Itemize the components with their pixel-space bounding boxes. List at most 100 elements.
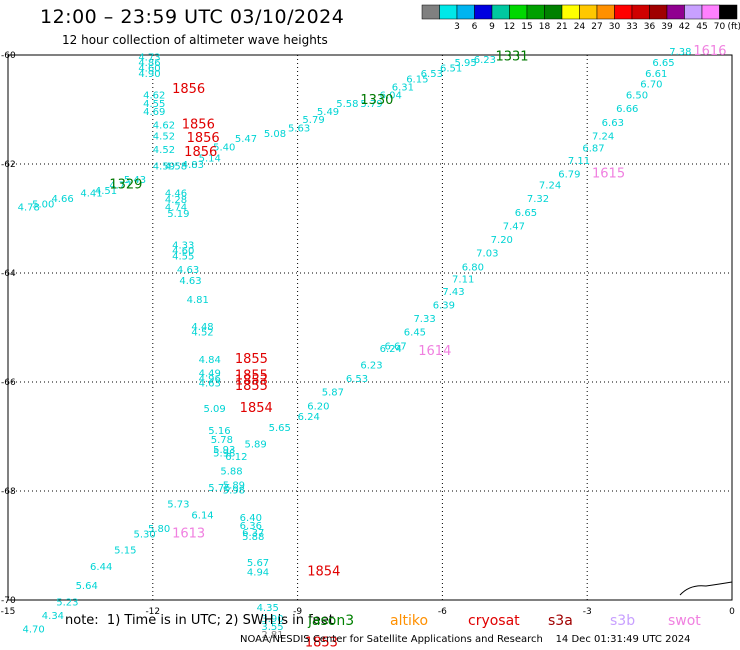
wave-height-label: 6.50 <box>626 91 648 102</box>
wave-height-label: 6.51 <box>440 63 462 74</box>
pass-time-label: 1853 <box>305 635 338 650</box>
satellite-legend-s3b: s3b <box>610 613 636 629</box>
pass-time-label: 1853 <box>235 374 268 389</box>
wave-height-label: 7.03 <box>476 249 498 260</box>
legend-swatch <box>579 4 598 20</box>
wave-height-label: 4.74 <box>165 202 187 213</box>
wave-height-label: 5.15 <box>114 546 136 557</box>
wave-height-label: 5.79 <box>302 115 324 126</box>
legend-unit: (ft) <box>727 22 740 32</box>
y-tick-label: -64 <box>1 269 16 279</box>
wave-height-label: 6.37 <box>242 528 264 539</box>
map-frame <box>7 54 733 601</box>
x-tick-label: -9 <box>293 607 302 617</box>
pass-time-label: 1331 <box>495 49 528 64</box>
wave-height-label: 7.38 <box>669 47 691 58</box>
wave-height-label: 4.63 <box>179 276 201 287</box>
wave-height-label: 6.14 <box>191 510 213 521</box>
wave-height-label: 7.24 <box>539 181 561 192</box>
wave-height-label: 5.88 <box>242 532 264 543</box>
color-scale-legend: 3 6 9 12 15 18 21 24 27 30 33 36 39 42 45 70 (ft) <box>421 4 740 32</box>
footer-credit: NOAA/NESDIS Center for Satellite Applica… <box>240 634 691 645</box>
wave-height-label: 5.95 <box>454 58 476 69</box>
wave-height-label: 4.78 <box>18 202 40 213</box>
wave-height-label: 5.65 <box>269 423 291 434</box>
wave-height-label: 4.60 <box>172 246 194 257</box>
legend-label: 21 <box>556 22 567 32</box>
wave-height-label: 4.69 <box>143 107 165 118</box>
legend-swatch <box>544 4 563 20</box>
legend-label: 30 <box>609 22 621 32</box>
coastline <box>679 581 733 596</box>
wave-height-label: 6.24 <box>380 344 402 355</box>
wave-height-label: 5.49 <box>317 107 339 118</box>
legend-label: 12 <box>504 22 515 32</box>
wave-height-label: 4.52 <box>153 131 175 142</box>
wave-height-label: 2.81 <box>261 630 283 641</box>
wave-height-label: 6.39 <box>433 300 455 311</box>
pass-time-label: 1856 <box>187 131 220 146</box>
wave-height-label: 6.70 <box>640 80 662 91</box>
wave-height-label: 4.28 <box>165 195 187 206</box>
wave-height-label: 6.63 <box>602 118 624 129</box>
y-tick-label: -60 <box>1 51 16 61</box>
wave-height-label: 6.87 <box>582 143 604 154</box>
wave-height-label: 4.55 <box>172 251 194 262</box>
legend-swatch <box>649 4 668 20</box>
wave-height-label: 6.67 <box>384 341 406 352</box>
pass-time-label: 1613 <box>172 526 205 541</box>
wave-height-label: 4.66 <box>51 194 73 205</box>
wave-height-label: 4.60 <box>138 63 160 74</box>
wave-height-labels: 4.734.864.604.904.624.554.694.624.524.52… <box>18 47 692 641</box>
legend-label: 45 <box>696 22 707 32</box>
wave-height-label: 5.19 <box>167 209 189 220</box>
wave-height-label: 6.15 <box>406 74 428 85</box>
legend-label: 42 <box>679 22 690 32</box>
wave-height-label: 4.77 <box>109 181 131 192</box>
wave-height-label: 6.24 <box>298 412 320 423</box>
pass-time-label: 1615 <box>592 167 625 182</box>
wave-height-label: 6.04 <box>380 91 402 102</box>
legend-label: 6 <box>472 22 478 32</box>
x-tick-label: 0 <box>729 607 735 617</box>
legend-swatch <box>421 4 440 20</box>
x-tick-label: -6 <box>438 607 447 617</box>
satellite-legend-jason3: jason3 <box>308 613 355 629</box>
wave-height-label: 4.58 <box>165 161 187 172</box>
pass-time-label: 1330 <box>360 93 393 108</box>
wave-height-label: 5.08 <box>264 129 286 140</box>
legend-label: 15 <box>521 22 532 32</box>
wave-height-label: 6.61 <box>645 69 667 80</box>
wave-height-label: 4.52 <box>153 145 175 156</box>
wave-height-label: 4.48 <box>191 322 213 333</box>
wave-height-label: 5.78 <box>211 435 233 446</box>
wave-height-label: 4.55 <box>143 99 165 110</box>
satellite-legend-swot: swot <box>668 613 701 629</box>
wave-height-label: 5.58 <box>336 99 358 110</box>
pass-time-label: 1856 <box>182 118 215 133</box>
wave-height-label: 5.93 <box>213 445 235 456</box>
wave-height-label: 4.46 <box>165 189 187 200</box>
axis-ticks: -15 -12 -9 -6 -3 0 -60 -62 -64 -66 -68 -70 <box>1 51 735 617</box>
legend-swatch <box>439 4 458 20</box>
wave-height-label: 3.90 <box>261 614 283 625</box>
wave-height-label: 4.63 <box>199 378 221 389</box>
wave-height-label: 6.53 <box>346 374 368 385</box>
pass-time-label: 1855 <box>235 379 268 394</box>
footer-note: note: 1) Time is in UTC; 2) SWH is in fe… <box>65 613 334 628</box>
wave-height-label: 4.70 <box>22 625 44 636</box>
wave-height-label: 5.63 <box>288 123 310 134</box>
page-subtitle: 12 hour collection of altimeter wave hei… <box>62 33 328 47</box>
legend-label: 18 <box>539 22 551 32</box>
wave-height-label: 5.16 <box>208 426 230 437</box>
legend-label: 24 <box>574 22 586 32</box>
wave-height-label: 7.33 <box>413 314 435 325</box>
coastline-path <box>679 581 733 596</box>
wave-height-label: 4.33 <box>172 240 194 251</box>
wave-height-label: 6.79 <box>558 170 580 181</box>
wave-height-label: 4.90 <box>138 69 160 80</box>
legend-label: 39 <box>661 22 673 32</box>
wave-height-label: 7.11 <box>568 156 590 167</box>
legend-swatch <box>526 4 545 20</box>
legend-swatch <box>561 4 580 20</box>
